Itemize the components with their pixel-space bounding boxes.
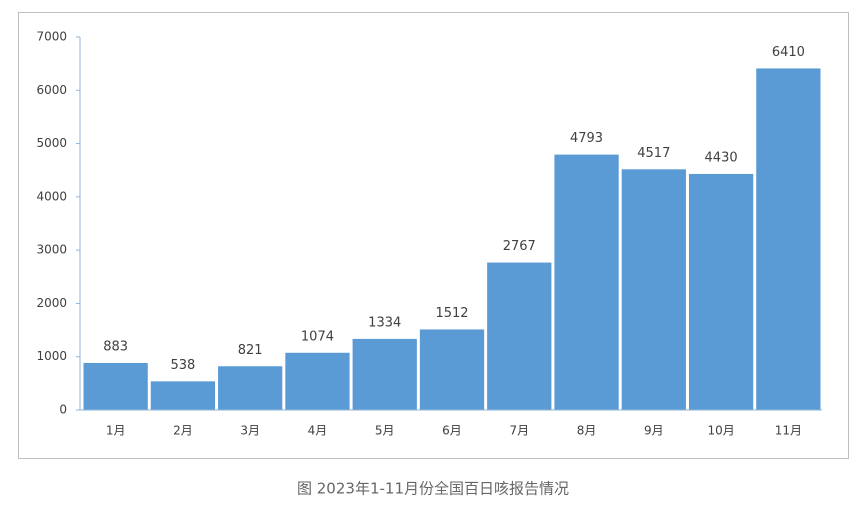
y-tick-label: 3000 [36, 243, 67, 257]
data-label: 1334 [368, 315, 401, 330]
x-tick-label: 1月 [106, 424, 126, 438]
bar [688, 173, 754, 410]
y-tick-label: 4000 [36, 189, 67, 203]
x-tick-label: 5月 [375, 424, 395, 438]
x-tick-label: 3月 [240, 424, 260, 438]
data-label: 821 [238, 343, 263, 358]
data-label: 4793 [570, 131, 603, 146]
bar [218, 366, 283, 410]
data-label: 2767 [503, 239, 536, 254]
x-tick-label: 7月 [509, 424, 529, 438]
x-tick-label: 10月 [707, 424, 734, 438]
y-tick-label: 2000 [36, 296, 67, 310]
x-tick-label: 4月 [308, 424, 328, 438]
y-tick-label: 6000 [36, 83, 67, 97]
x-tick-label: 2月 [173, 424, 193, 438]
x-tick-label: 8月 [577, 424, 597, 438]
x-tick-label: 9月 [644, 424, 664, 438]
bar [150, 381, 216, 410]
data-label: 883 [103, 339, 128, 354]
bar [352, 338, 417, 410]
x-tick-label: 6月 [442, 424, 462, 438]
bar [83, 362, 148, 410]
x-tick-label: 11月 [775, 424, 802, 438]
bar [554, 154, 619, 410]
y-tick-label: 7000 [36, 30, 67, 44]
data-label: 1074 [301, 329, 334, 344]
bar [621, 169, 686, 410]
bar [419, 329, 485, 410]
y-tick-label: 0 [59, 403, 67, 417]
bar [756, 68, 821, 410]
data-label: 1512 [435, 306, 468, 321]
chart-caption: 图 2023年1-11月份全国百日咳报告情况 [297, 480, 569, 498]
bar [487, 262, 552, 410]
data-label: 4517 [637, 146, 670, 161]
bar [285, 352, 350, 410]
y-tick-label: 5000 [36, 136, 67, 150]
y-tick-label: 1000 [36, 349, 67, 363]
data-label: 4430 [705, 150, 738, 165]
data-label: 538 [170, 358, 195, 373]
data-label: 6410 [772, 45, 805, 60]
